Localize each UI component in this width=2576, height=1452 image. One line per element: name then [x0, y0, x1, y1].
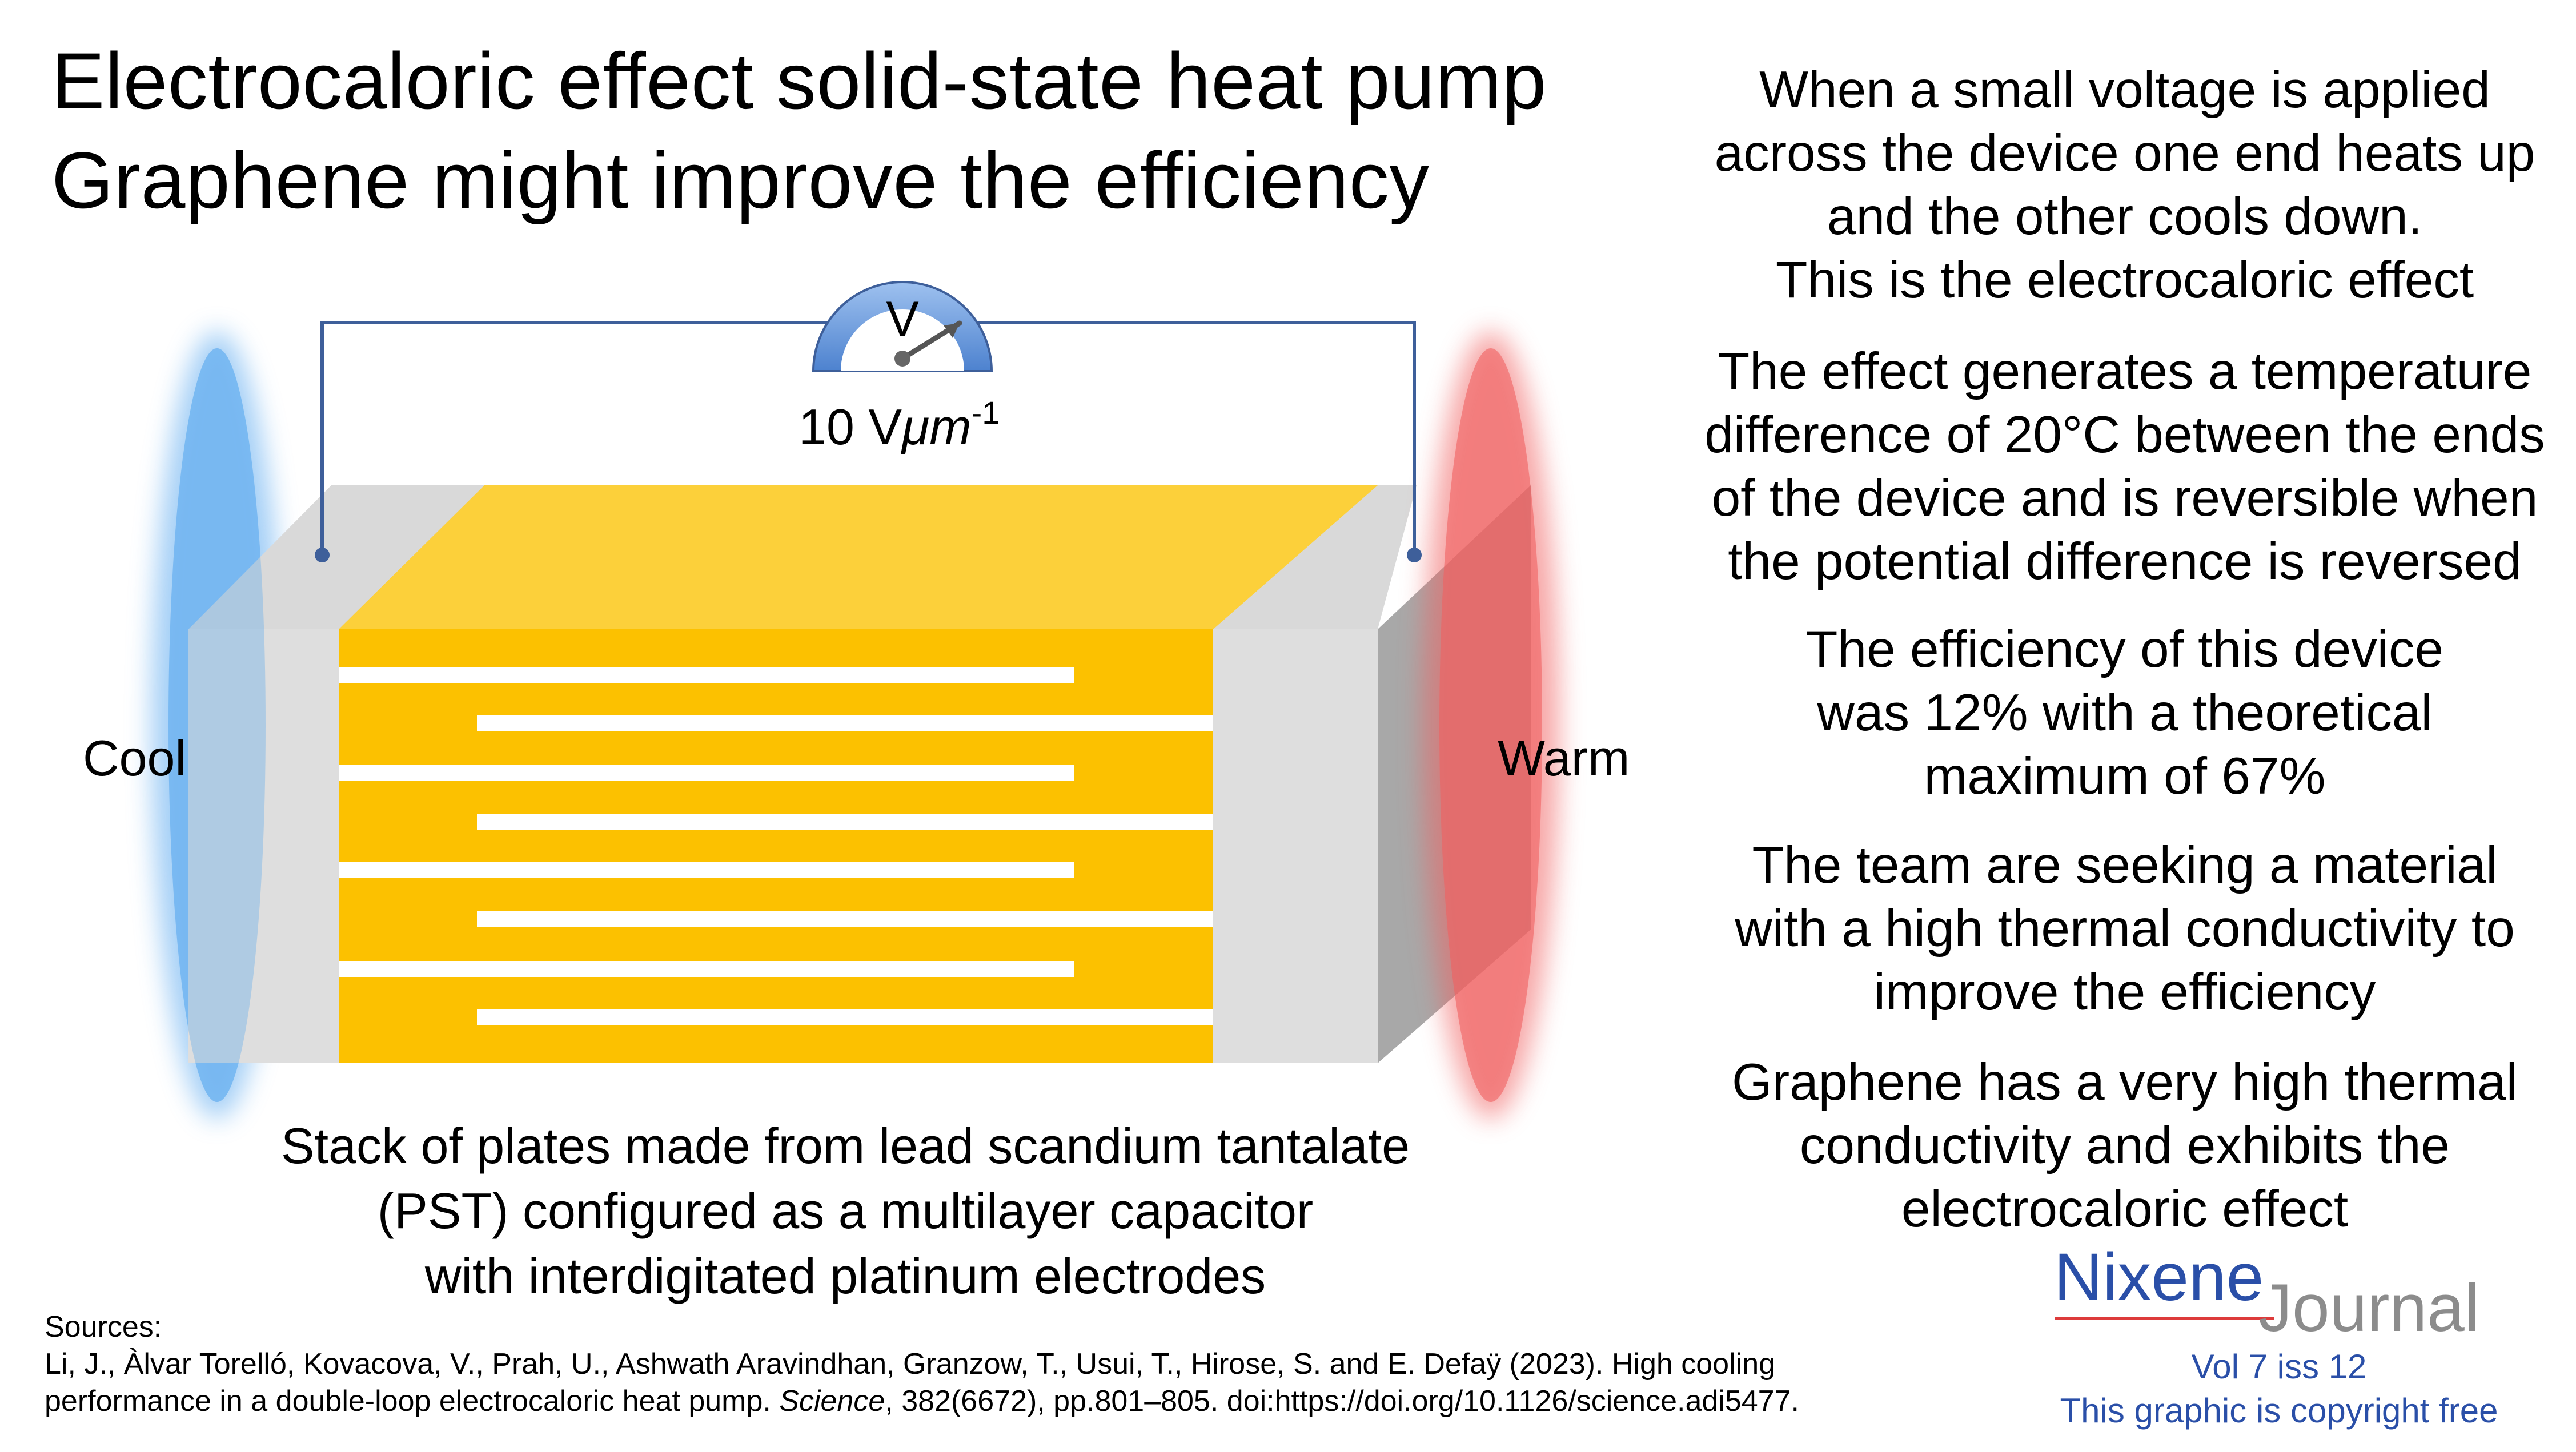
sources-block: Sources: Li, J., Àlvar Torelló, Kovacova…	[45, 1309, 1987, 1420]
paragraph-graphene: Graphene has a very high thermal conduct…	[1679, 1051, 2570, 1241]
warm-glow	[1422, 331, 1559, 1119]
para-line: conductivity and exhibits the	[1799, 1117, 2450, 1175]
para-line: This is the electrocaloric effect	[1775, 251, 2474, 309]
para-line: difference of 20°C between the ends	[1704, 406, 2545, 464]
volume-issue: Vol 7 iss 12	[2191, 1348, 2367, 1386]
caption-line: with interdigitated platinum electrodes	[424, 1248, 1266, 1304]
sources-line-2: performance in a double-loop electrocalo…	[45, 1385, 1799, 1418]
cool-plate	[168, 348, 266, 1102]
para-line: maximum of 67%	[1924, 747, 2326, 805]
sources-heading: Sources:	[45, 1310, 162, 1344]
para-line: of the device and is reversible when	[1711, 469, 2538, 527]
left-terminal	[315, 548, 330, 562]
circuit-wire	[320, 321, 1416, 555]
para-line: improve the efficiency	[1873, 963, 2376, 1021]
paragraph-temperature-difference: The effect generates a temperature diffe…	[1679, 340, 2570, 593]
caption-line: Stack of plates made from lead scandium …	[280, 1117, 1410, 1174]
para-line: with a high thermal conductivity to	[1735, 900, 2515, 958]
para-line: When a small voltage is applied	[1759, 61, 2490, 119]
electrode-left	[339, 961, 1074, 977]
right-terminal	[1407, 548, 1422, 562]
para-line: and the other cools down.	[1827, 188, 2423, 246]
title-line-1: Electrocaloric effect solid-state heat p…	[51, 36, 1547, 126]
voltmeter-icon: V	[812, 281, 993, 372]
warm-plate	[1439, 348, 1542, 1102]
copyright-note: This graphic is copyright free	[2060, 1391, 2498, 1430]
device-caption: Stack of plates made from lead scandium …	[143, 1113, 1548, 1309]
paragraph-thermal-conductivity: The team are seeking a material with a h…	[1679, 834, 2570, 1024]
para-line: The team are seeking a material	[1752, 836, 2498, 894]
paragraph-efficiency: The efficiency of this device was 12% wi…	[1679, 618, 2570, 808]
para-line: electrocaloric effect	[1901, 1180, 2349, 1238]
para-line: was 12% with a theoretical	[1817, 684, 2433, 742]
sources-line-1: Li, J., Àlvar Torelló, Kovacova, V., Pra…	[45, 1348, 1776, 1381]
electrode-right	[477, 911, 1213, 927]
paragraph-electrocaloric-effect: When a small voltage is applied across t…	[1679, 58, 2570, 312]
para-line: Graphene has a very high thermal	[1732, 1053, 2518, 1111]
caption-line: (PST) configured as a multilayer capacit…	[377, 1182, 1314, 1239]
pst-top-face	[339, 485, 1378, 629]
electrode-left	[339, 862, 1074, 878]
cool-label: Cool	[83, 730, 186, 786]
pst-front-face	[339, 629, 1213, 1063]
electrode-right	[477, 715, 1213, 731]
para-line: The effect generates a temperature	[1718, 343, 2532, 400]
title-line-2: Graphene might improve the efficiency	[51, 135, 1430, 225]
voltmeter-symbol: V	[886, 292, 918, 347]
brand-name: Nixene	[2054, 1240, 2264, 1315]
electrode-right	[477, 814, 1213, 830]
brand-suffix: Journal	[2258, 1270, 2480, 1346]
para-line: The efficiency of this device	[1805, 621, 2444, 678]
warm-label: Warm	[1498, 730, 1630, 786]
electrode-layers	[339, 667, 1213, 1025]
field-strength-label: 10 Vμm-1	[799, 395, 1000, 455]
brand-underline	[2055, 1317, 2274, 1320]
capacitor-device	[188, 485, 1531, 1063]
electrode-left	[339, 765, 1074, 781]
electrode-left	[339, 667, 1074, 683]
electrode-right	[477, 1009, 1213, 1025]
para-line: across the device one end heats up	[1714, 124, 2535, 182]
para-line: the potential difference is reversed	[1728, 533, 2522, 590]
